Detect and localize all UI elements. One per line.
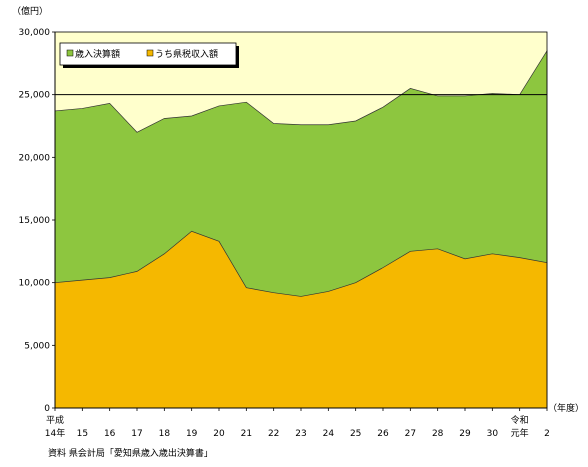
y-tick-label: 20,000: [19, 153, 51, 163]
y-tick-label: 0: [44, 404, 50, 414]
x-tick-label: 26: [377, 429, 389, 439]
x-tick-label: 16: [104, 429, 116, 439]
x-tick-label: 30: [487, 429, 499, 439]
x-tick-label: 21: [241, 429, 252, 439]
x-tick-label: 17: [131, 429, 142, 439]
x-tick-label: 29: [459, 429, 471, 439]
y-tick-label: 5,000: [24, 341, 50, 351]
y-tick-label: 15,000: [19, 216, 51, 226]
x-tick-label-line1: 令和: [511, 414, 529, 426]
legend-label-revenue: 歳入決算額: [75, 48, 120, 60]
source-note: 資料 県会計局「愛知県歳入歳出決算書」: [48, 447, 213, 459]
legend-label-tax: うち県税収入額: [155, 48, 218, 60]
x-tick-label: 27: [405, 429, 416, 439]
y-tick-label: 30,000: [19, 28, 51, 38]
x-unit-label: （年度）: [548, 402, 584, 414]
x-tick-label: 14年: [45, 427, 65, 439]
x-tick-label: 18: [159, 429, 171, 439]
x-tick-label: 23: [295, 429, 306, 439]
y-tick-label: 25,000: [19, 91, 51, 101]
x-tick-label: 15: [77, 429, 88, 439]
x-tick-label-line1: 平成: [46, 414, 64, 426]
x-tick-label: 25: [350, 429, 361, 439]
legend-swatch-revenue: [66, 49, 74, 57]
legend-swatch-tax: [146, 49, 154, 57]
x-tick-label: 24: [323, 429, 335, 439]
area-series-tax: [54, 230, 548, 409]
y-tick-label: 10,000: [19, 279, 51, 289]
x-tick-label: 28: [432, 429, 444, 439]
x-tick-label: 19: [186, 429, 198, 439]
x-tick-label: 20: [213, 429, 225, 439]
y-unit-label: （億円）: [12, 5, 48, 17]
x-tick-label: 元年: [511, 427, 529, 439]
x-tick-label: 2: [544, 429, 550, 439]
legend: 歳入決算額 うち県税収入額: [59, 42, 239, 68]
x-tick-label: 22: [268, 429, 279, 439]
